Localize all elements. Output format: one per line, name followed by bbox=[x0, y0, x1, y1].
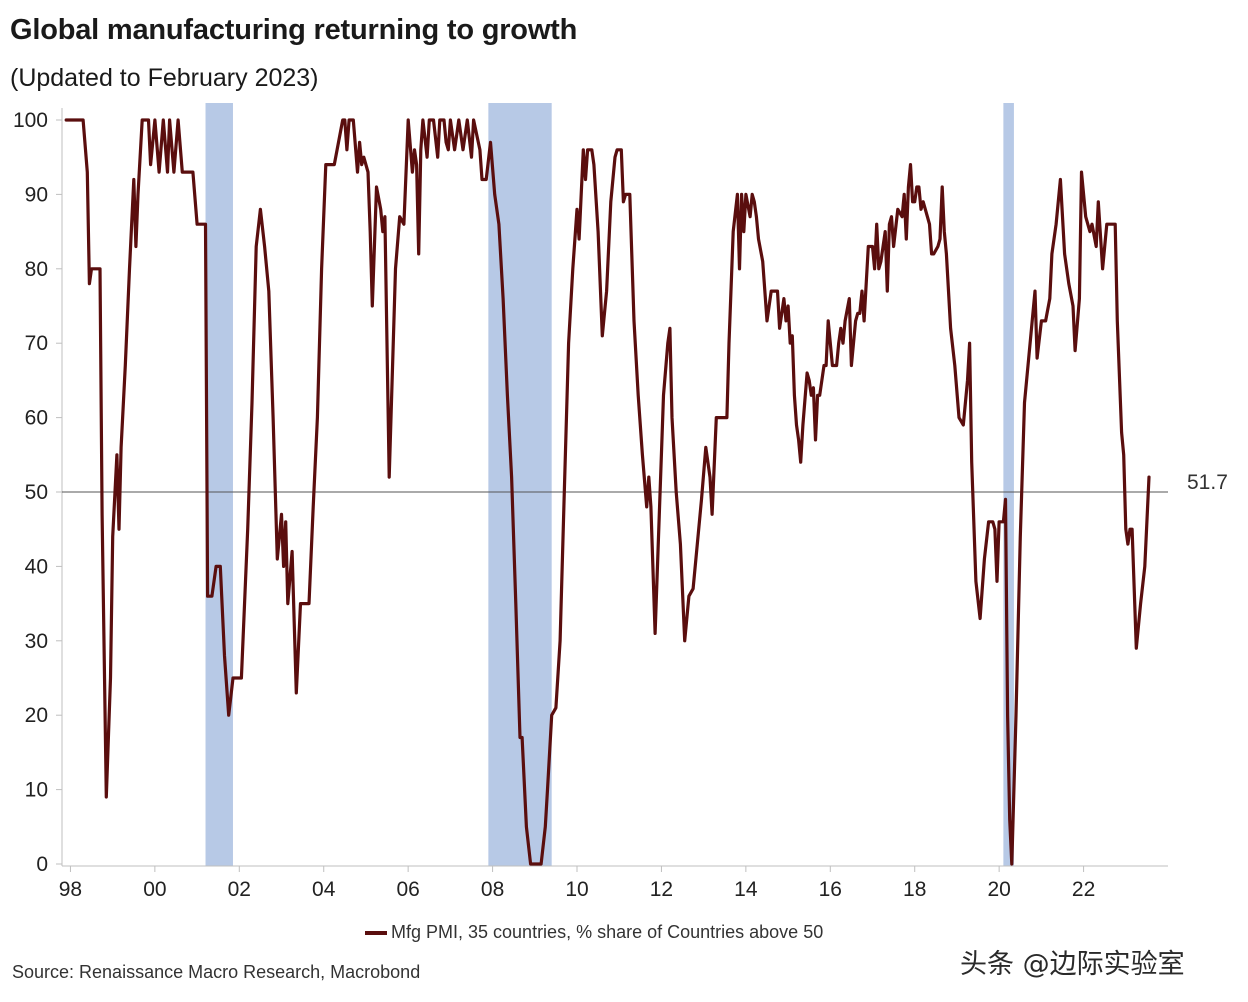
x-tick-label: 10 bbox=[565, 878, 588, 901]
y-tick-label: 70 bbox=[25, 332, 48, 355]
recession-band-2 bbox=[1003, 103, 1014, 866]
series-line-0 bbox=[64, 118, 1151, 866]
x-tick-label: 00 bbox=[143, 878, 166, 901]
reference-line-group: 51.7 bbox=[62, 471, 1228, 494]
x-tick-label: 12 bbox=[650, 878, 673, 901]
x-tick-label: 08 bbox=[481, 878, 504, 901]
legend: Mfg PMI, 35 countries, % share of Countr… bbox=[365, 922, 823, 943]
x-tick-labels: 98 00 02 04 06 08 10 12 14 16 18 20 22 bbox=[59, 866, 1095, 901]
chart-subtitle: (Updated to February 2023) bbox=[10, 64, 319, 92]
y-tick-label: 10 bbox=[25, 779, 48, 802]
y-tick-label: 60 bbox=[25, 407, 48, 430]
y-tick-label: 30 bbox=[25, 630, 48, 653]
legend-swatch bbox=[365, 930, 387, 935]
y-tick-label: 100 bbox=[13, 109, 48, 132]
x-tick-label: 18 bbox=[903, 878, 926, 901]
x-tick-label: 20 bbox=[987, 878, 1010, 901]
x-tick-label: 02 bbox=[228, 878, 251, 901]
x-tick-label: 22 bbox=[1072, 878, 1095, 901]
y-tick-label: 80 bbox=[25, 258, 48, 281]
x-tick-label: 98 bbox=[59, 878, 82, 901]
chart-title: Global manufacturing returning to growth bbox=[10, 14, 578, 46]
x-tick-label: 16 bbox=[819, 878, 842, 901]
y-tick-label: 90 bbox=[25, 183, 48, 206]
y-tick-label: 40 bbox=[25, 555, 48, 578]
x-tick-label: 04 bbox=[312, 878, 336, 901]
source-note: Source: Renaissance Macro Research, Macr… bbox=[12, 962, 421, 982]
reference-line-label: 51.7 bbox=[1187, 471, 1228, 494]
x-tick-label: 06 bbox=[396, 878, 419, 901]
y-tick-label: 20 bbox=[25, 704, 48, 727]
x-tick-label: 14 bbox=[734, 878, 758, 901]
series-group bbox=[64, 118, 1151, 866]
watermark: 头条 @边际实验室 bbox=[960, 949, 1185, 980]
legend-label: Mfg PMI, 35 countries, % share of Countr… bbox=[391, 922, 824, 942]
axes bbox=[61, 108, 1168, 867]
recession-band-0 bbox=[205, 103, 233, 866]
y-tick-labels: 0 10 20 30 40 50 60 70 80 90 100 bbox=[13, 109, 62, 876]
y-tick-label: 0 bbox=[36, 853, 48, 876]
y-tick-label: 50 bbox=[25, 481, 48, 504]
